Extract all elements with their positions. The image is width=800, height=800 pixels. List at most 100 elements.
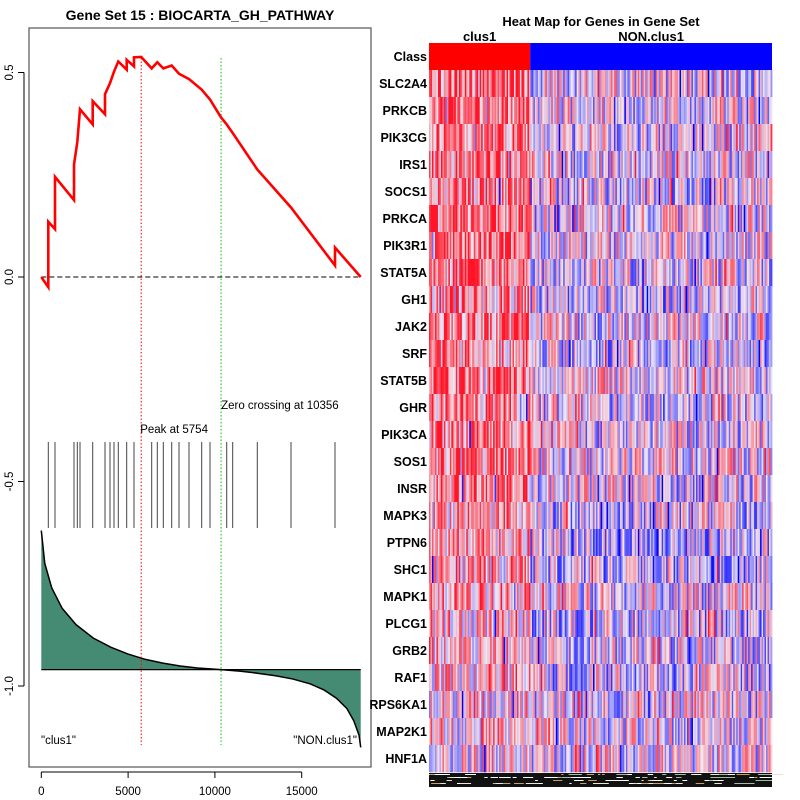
heatmap-cell [642, 313, 645, 341]
heatmap-cell [475, 151, 478, 179]
heatmap-cell [455, 151, 458, 179]
heatmap-cell [698, 97, 701, 125]
heatmap-cell [706, 421, 709, 449]
heatmap-cell [764, 232, 767, 260]
heatmap-cell [730, 556, 733, 584]
heatmap-cell [537, 205, 540, 233]
heatmap-cell [636, 286, 639, 314]
heatmap-cell [591, 70, 594, 98]
heatmap-cell [682, 286, 685, 314]
heatmap-cell [442, 340, 445, 368]
heatmap-cell [685, 475, 688, 503]
heatmap-cell [458, 97, 461, 125]
heatmap-cell [643, 583, 646, 611]
heatmap-cell [734, 205, 737, 233]
heatmap-cell [672, 421, 674, 449]
heatmap-cell [619, 124, 622, 152]
heatmap-cell [630, 340, 633, 368]
heatmap-cell [689, 583, 692, 611]
peak-annotation: Peak at 5754 [140, 424, 208, 436]
heatmap-cell [487, 421, 490, 449]
heatmap-cell [682, 205, 685, 233]
heatmap-cell [654, 421, 657, 449]
heatmap-cell [518, 448, 521, 476]
heatmap-cell [479, 556, 482, 584]
heatmap-cell [640, 394, 643, 422]
heatmap-cell [682, 340, 685, 368]
heatmap-cell [719, 610, 722, 638]
heatmap-cell [763, 502, 765, 530]
heatmap-cell [669, 367, 671, 395]
heatmap-cell [622, 205, 625, 233]
heatmap-cell [703, 448, 706, 476]
heatmap-cell [655, 421, 658, 449]
heatmap-cell [536, 178, 539, 206]
heatmap-cell [706, 232, 709, 260]
heatmap-cell [430, 583, 433, 611]
heatmap-cell [684, 313, 686, 341]
heatmap-cell [496, 205, 498, 233]
heatmap-cell [666, 475, 669, 503]
heatmap-cell [434, 259, 437, 287]
heatmap-cell [509, 367, 512, 395]
heatmap-cell [642, 340, 645, 368]
heatmap-cell [645, 583, 648, 611]
heatmap-cell [579, 232, 582, 260]
heatmap-cell [461, 502, 464, 530]
heatmap-cell [494, 556, 497, 584]
heatmap-cell [701, 367, 704, 395]
heatmap-cell [637, 232, 640, 260]
heatmap-cell [505, 205, 507, 233]
heatmap-cell [770, 421, 773, 449]
heatmap-cell [622, 583, 625, 611]
heatmap-cell [630, 232, 633, 260]
heatmap-cell [524, 151, 527, 179]
heatmap-cell [649, 259, 652, 287]
heatmap-cell [613, 475, 616, 503]
heatmap-cell [551, 151, 554, 179]
heatmap-cell [431, 475, 434, 503]
heatmap-cell [645, 529, 648, 557]
heatmap-cell [700, 394, 703, 422]
heatmap-cell [754, 178, 756, 206]
heatmap-cell [761, 421, 764, 449]
heatmap-cell [484, 232, 487, 260]
heatmap-cell [449, 205, 452, 233]
heatmap-cell [745, 313, 748, 341]
heatmap-cell [770, 286, 773, 314]
heatmap-cell [488, 583, 491, 611]
heatmap-cell [627, 340, 630, 368]
heatmap-cell [481, 583, 484, 611]
heatmap-cell [740, 124, 743, 152]
heatmap-cell [467, 475, 470, 503]
heatmap-cell [633, 502, 636, 530]
heatmap-cell [512, 394, 515, 422]
heatmap-cell [600, 151, 603, 179]
heatmap-cell [496, 475, 498, 503]
heatmap-cell [760, 448, 762, 476]
heatmap-cell [518, 502, 521, 530]
heatmap-cell [691, 556, 694, 584]
heatmap-cell [695, 151, 698, 179]
heatmap-cell [463, 475, 466, 503]
heatmap-cell [646, 448, 649, 476]
heatmap-cell [625, 232, 628, 260]
heatmap-cell [603, 313, 606, 341]
heatmap-cell [531, 610, 534, 638]
heatmap-cell [676, 286, 679, 314]
heatmap-cell [758, 529, 761, 557]
heatmap-cell [512, 259, 515, 287]
heatmap-cell [442, 475, 445, 503]
heatmap-cell [661, 97, 664, 125]
heatmap-cell [581, 583, 583, 611]
heatmap-cell [758, 313, 761, 341]
heatmap-cell [664, 205, 667, 233]
heatmap-cell [525, 421, 528, 449]
heatmap-cell [652, 286, 655, 314]
heatmap-cell [651, 178, 654, 206]
heatmap-cell [697, 151, 700, 179]
heatmap-cell [566, 475, 569, 503]
heatmap-cell [470, 583, 473, 611]
heatmap-cell [731, 286, 734, 314]
heatmap-cell [610, 367, 613, 395]
